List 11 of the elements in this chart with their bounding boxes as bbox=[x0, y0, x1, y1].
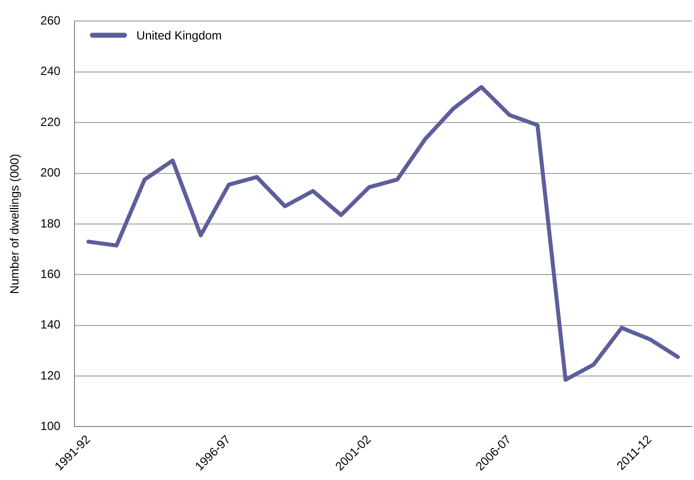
y-tick-label: 100 bbox=[40, 418, 61, 433]
y-tick-label: 240 bbox=[40, 64, 61, 78]
y-tick-label: 260 bbox=[40, 14, 61, 28]
y-tick-label: 140 bbox=[40, 318, 61, 332]
y-tick-label: 200 bbox=[40, 166, 61, 180]
y-tick-label: 180 bbox=[40, 216, 61, 230]
y-tick-label: 160 bbox=[40, 266, 61, 281]
y-tick-label: 220 bbox=[40, 114, 61, 129]
legend-label: United Kingdom bbox=[136, 28, 222, 43]
y-axis-title: Number of dwellings (000) bbox=[8, 154, 22, 294]
y-tick-label: 120 bbox=[40, 368, 61, 382]
